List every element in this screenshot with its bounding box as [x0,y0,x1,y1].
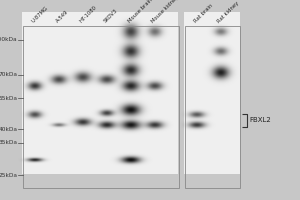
Text: 100kDa: 100kDa [0,37,17,42]
Text: Mouse kidney: Mouse kidney [151,0,180,24]
Text: 55kDa: 55kDa [0,96,17,101]
Text: A-549: A-549 [55,10,70,24]
Text: FBXL2: FBXL2 [249,117,271,123]
Text: U-87MG: U-87MG [31,6,49,24]
Bar [22,26,178,188]
Text: 35kDa: 35kDa [0,140,17,145]
Text: 40kDa: 40kDa [0,127,17,132]
Text: SKOV3: SKOV3 [103,8,119,24]
Text: 70kDa: 70kDa [0,72,17,77]
Text: 25kDa: 25kDa [0,173,17,178]
Bar [184,26,240,188]
Text: Rat brain: Rat brain [193,3,214,24]
Bar [22,26,178,188]
Bar [184,26,240,188]
Text: Rat kidney: Rat kidney [217,0,241,24]
Text: Mouse brain: Mouse brain [127,0,153,24]
Text: HT-1080: HT-1080 [79,5,98,24]
